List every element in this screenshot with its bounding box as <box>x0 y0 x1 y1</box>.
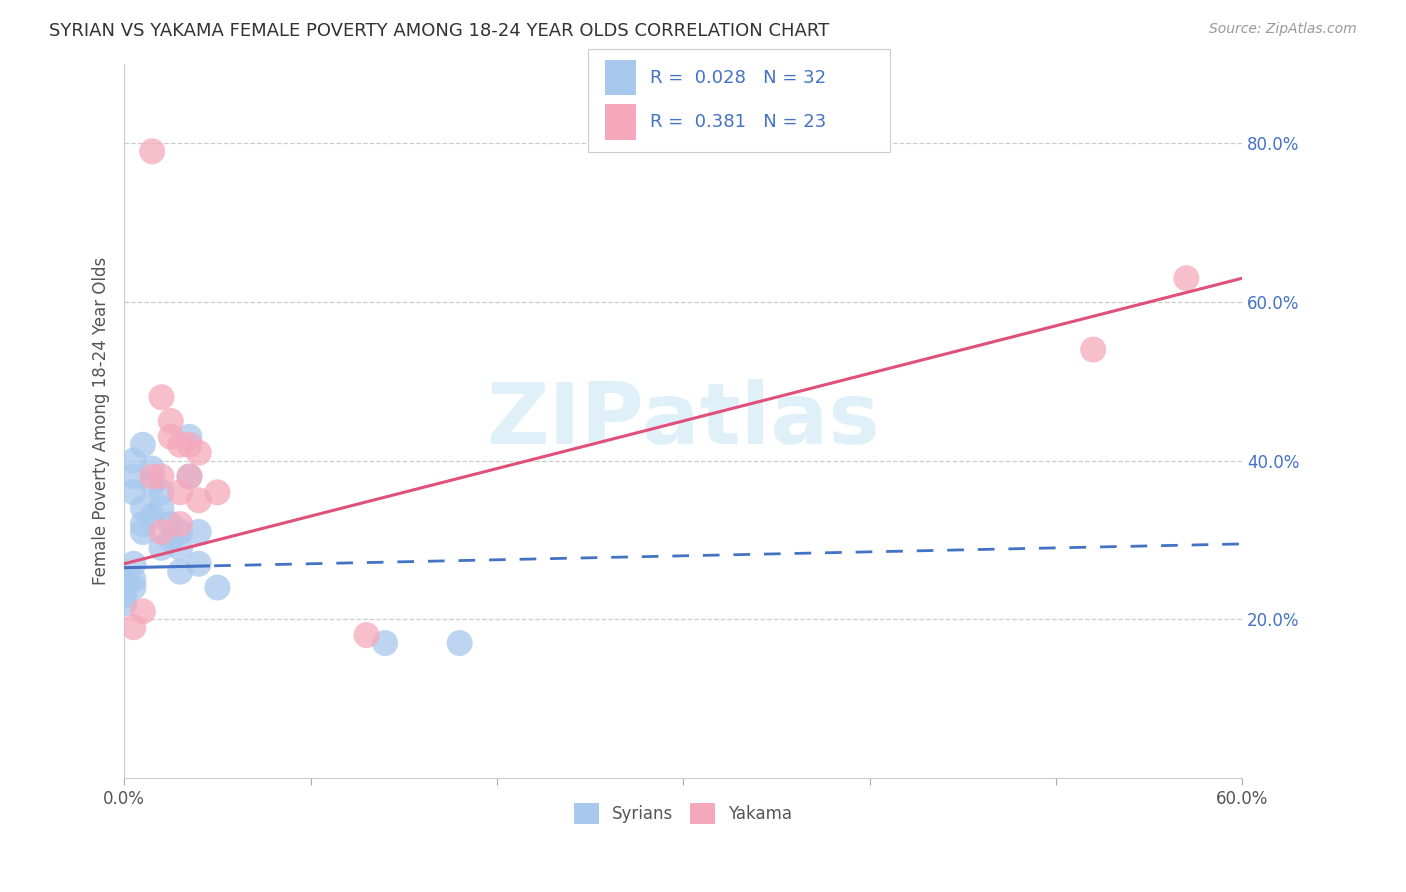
Point <box>169 517 191 532</box>
Point <box>187 557 209 571</box>
Text: R =  0.381   N = 23: R = 0.381 N = 23 <box>650 113 825 131</box>
Point <box>179 469 201 483</box>
Point <box>132 604 155 618</box>
Point <box>141 461 163 475</box>
Point <box>179 438 201 452</box>
Legend: Syrians, Yakama: Syrians, Yakama <box>567 797 799 830</box>
Point <box>187 446 209 460</box>
Point <box>122 573 145 587</box>
Point <box>150 501 173 516</box>
Point <box>141 509 163 524</box>
Y-axis label: Female Poverty Among 18-24 Year Olds: Female Poverty Among 18-24 Year Olds <box>93 257 110 585</box>
Point <box>169 541 191 555</box>
Point <box>150 541 173 555</box>
Point <box>150 524 173 539</box>
Point <box>159 430 181 444</box>
Point <box>187 493 209 508</box>
Point <box>169 438 191 452</box>
Point <box>150 390 173 404</box>
Point <box>374 636 396 650</box>
Point <box>132 517 155 532</box>
Point <box>150 469 173 483</box>
Point <box>159 414 181 428</box>
Point <box>356 628 378 642</box>
Point <box>159 517 181 532</box>
Point <box>169 565 191 579</box>
Text: ZIPatlas: ZIPatlas <box>486 379 880 462</box>
Point <box>122 557 145 571</box>
Point <box>207 581 229 595</box>
Point <box>122 469 145 483</box>
Point <box>169 524 191 539</box>
Point <box>449 636 471 650</box>
Point <box>1175 271 1198 285</box>
Text: R =  0.028   N = 32: R = 0.028 N = 32 <box>650 69 825 87</box>
Text: SYRIAN VS YAKAMA FEMALE POVERTY AMONG 18-24 YEAR OLDS CORRELATION CHART: SYRIAN VS YAKAMA FEMALE POVERTY AMONG 18… <box>49 22 830 40</box>
Point <box>112 596 135 610</box>
Point <box>169 485 191 500</box>
Point <box>179 469 201 483</box>
Text: Source: ZipAtlas.com: Source: ZipAtlas.com <box>1209 22 1357 37</box>
Point <box>122 485 145 500</box>
Point <box>141 145 163 159</box>
Point <box>132 501 155 516</box>
Point <box>159 533 181 547</box>
Point <box>207 485 229 500</box>
Point <box>179 430 201 444</box>
Point <box>122 453 145 467</box>
Point <box>122 581 145 595</box>
Point <box>112 581 135 595</box>
Point <box>141 477 163 491</box>
Point <box>112 573 135 587</box>
Point <box>122 620 145 634</box>
Point <box>112 581 135 595</box>
Point <box>1083 343 1105 357</box>
Point <box>132 438 155 452</box>
Point <box>187 524 209 539</box>
Point <box>132 524 155 539</box>
Point <box>141 469 163 483</box>
Point <box>112 589 135 603</box>
Point <box>150 485 173 500</box>
